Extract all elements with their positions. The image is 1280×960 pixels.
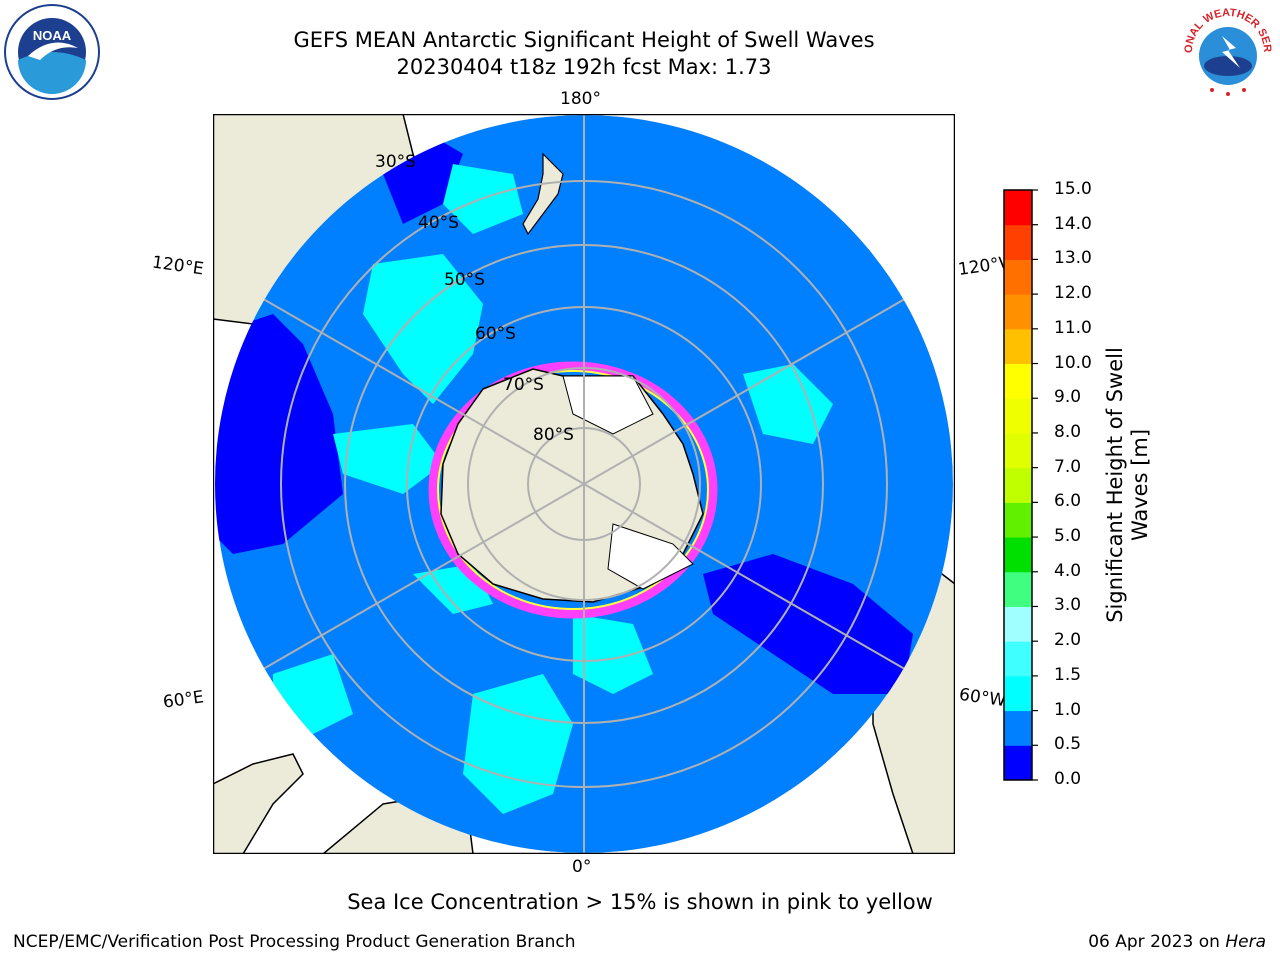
colorbar-bin	[1004, 641, 1032, 677]
graticule	[215, 115, 953, 853]
colorbar-bin	[1004, 571, 1032, 607]
colorbar-bin	[1004, 328, 1032, 365]
lon-label-60e: 60°E	[161, 687, 206, 713]
colorbar-bin	[1004, 224, 1032, 260]
lon-label-60w: 60°W	[957, 684, 1008, 712]
colorbar-tick-label: 0.0	[1054, 769, 1082, 789]
colorbar-bin	[1004, 606, 1032, 642]
colorbar-label-line2: Waves [m]	[1128, 428, 1152, 542]
lat-label-40s: 40°S	[418, 213, 459, 233]
colorbar-tick-label: 11.0	[1054, 317, 1092, 338]
colorbar-tick-label: 6.0	[1054, 491, 1082, 512]
colorbar-bin	[1004, 745, 1032, 781]
lat-label-70s: 70°S	[503, 375, 544, 395]
colorbar-tick-label: 0.5	[1054, 734, 1082, 755]
date-text: 06 Apr 2023 on Hera	[1088, 932, 1266, 952]
date-value: 06 Apr 2023	[1088, 932, 1194, 952]
machine-name: Hera	[1225, 932, 1266, 952]
colorbar-label: Significant Height of Swell Waves [m]	[1103, 347, 1153, 623]
lon-label-120e: 120°E	[150, 252, 205, 280]
forecast-subtitle: 20230404 t18z 192h fcst Max: 1.73	[396, 55, 772, 79]
colorbar-bin	[1004, 675, 1032, 712]
colorbar-bin	[1004, 537, 1032, 573]
colorbar-bin	[1004, 467, 1032, 503]
colorbar	[1003, 189, 1038, 781]
sea-ice-edge	[428, 361, 718, 619]
sea-ice-inner	[437, 370, 709, 610]
lat-label-80s: 80°S	[533, 425, 574, 445]
ice-shelf-weddell	[607, 523, 694, 590]
colorbar-tick-label: 2.0	[1054, 630, 1082, 651]
page-title: GEFS MEAN Antarctic Significant Height o…	[293, 28, 875, 52]
nws-logo: NATIONAL WEATHER SERVICE	[1178, 2, 1276, 100]
sea-ice-note: Sea Ice Concentration > 15% is shown in …	[347, 890, 933, 914]
colorbar-tick-label: 14.0	[1054, 213, 1092, 234]
colorbar-tick-label: 13.0	[1054, 248, 1092, 269]
colorbar-tick-label: 9.0	[1054, 387, 1082, 408]
colorbar-bin	[1004, 502, 1032, 538]
colorbar-tick-label: 12.0	[1054, 283, 1092, 304]
lat-label-30s: 30°S	[375, 152, 416, 172]
credit-text: NCEP/EMC/Verification Post Processing Pr…	[13, 932, 576, 952]
colorbar-bin	[1004, 710, 1032, 746]
colorbar-bin	[1004, 294, 1032, 330]
colorbar-bin	[1004, 259, 1032, 295]
lat-label-60s: 60°S	[475, 324, 516, 344]
ice-shelf-ross	[562, 375, 654, 435]
colorbar-bin	[1004, 432, 1032, 469]
colorbar-tick-label: 4.0	[1054, 560, 1082, 581]
date-on-word: on	[1198, 932, 1220, 952]
lon-label-180: 180°	[560, 89, 601, 109]
lon-label-0: 0°	[572, 857, 592, 877]
colorbar-label-line1: Significant Height of Swell	[1103, 347, 1127, 623]
colorbar-tick-label: 8.0	[1054, 421, 1082, 442]
low-swell-regions	[215, 124, 913, 694]
noaa-logo-text: NOAA	[33, 28, 72, 43]
colorbar-bin	[1004, 190, 1032, 226]
new-zealand	[522, 152, 564, 236]
colorbar-tick-label: 10.0	[1054, 352, 1092, 373]
colorbar-tick-label: 5.0	[1054, 526, 1082, 547]
lat-label-50s: 50°S	[444, 270, 485, 290]
colorbar-tick-label: 1.0	[1054, 699, 1082, 720]
colorbar-tick-label: 7.0	[1054, 456, 1082, 477]
polar-map	[213, 114, 955, 854]
colorbar-bin	[1004, 363, 1032, 399]
map-border	[213, 114, 955, 854]
colorbar-tick-label: 15.0	[1054, 179, 1092, 199]
colorbar-bin	[1004, 398, 1032, 434]
colorbar-tick-label: 1.5	[1054, 664, 1082, 685]
colorbar-frame	[1003, 189, 1033, 781]
noaa-logo: NOAA	[4, 4, 100, 100]
colorbar-tick-label: 3.0	[1054, 595, 1082, 616]
